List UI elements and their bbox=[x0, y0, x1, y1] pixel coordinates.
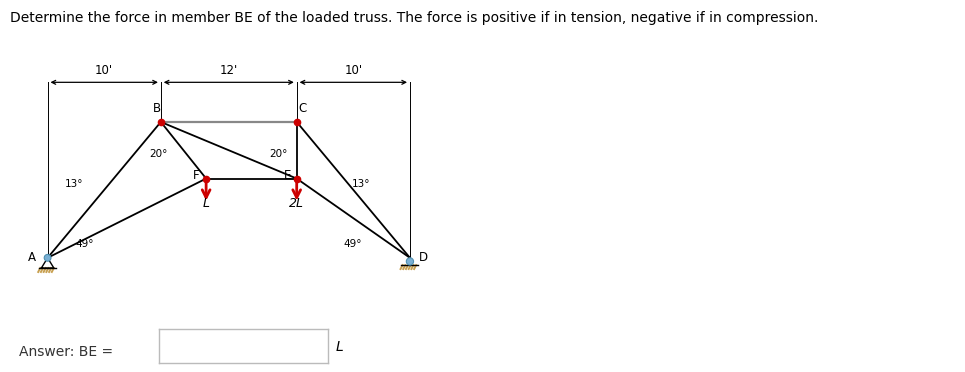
Text: 49°: 49° bbox=[344, 239, 363, 249]
Text: 10': 10' bbox=[345, 64, 363, 77]
Text: 12': 12' bbox=[220, 64, 238, 77]
Text: Determine the force in member BE of the loaded truss. The force is positive if i: Determine the force in member BE of the … bbox=[10, 11, 818, 25]
Text: F: F bbox=[193, 169, 200, 182]
Text: A: A bbox=[28, 251, 37, 264]
Circle shape bbox=[406, 258, 414, 265]
Text: D: D bbox=[419, 251, 428, 264]
Text: 10': 10' bbox=[96, 64, 113, 77]
Text: L: L bbox=[336, 340, 344, 354]
Text: 13°: 13° bbox=[65, 179, 83, 189]
Text: 49°: 49° bbox=[76, 239, 95, 249]
Text: 13°: 13° bbox=[352, 179, 371, 189]
Text: C: C bbox=[298, 102, 307, 115]
Text: 20°: 20° bbox=[150, 149, 168, 158]
Text: 2L: 2L bbox=[290, 197, 304, 210]
Text: B: B bbox=[153, 102, 161, 115]
Text: L: L bbox=[203, 197, 209, 210]
Text: 20°: 20° bbox=[269, 149, 288, 158]
Text: E: E bbox=[284, 169, 291, 182]
Text: Answer: BE =: Answer: BE = bbox=[19, 344, 114, 359]
Circle shape bbox=[44, 254, 51, 261]
Text: i: i bbox=[142, 339, 148, 353]
